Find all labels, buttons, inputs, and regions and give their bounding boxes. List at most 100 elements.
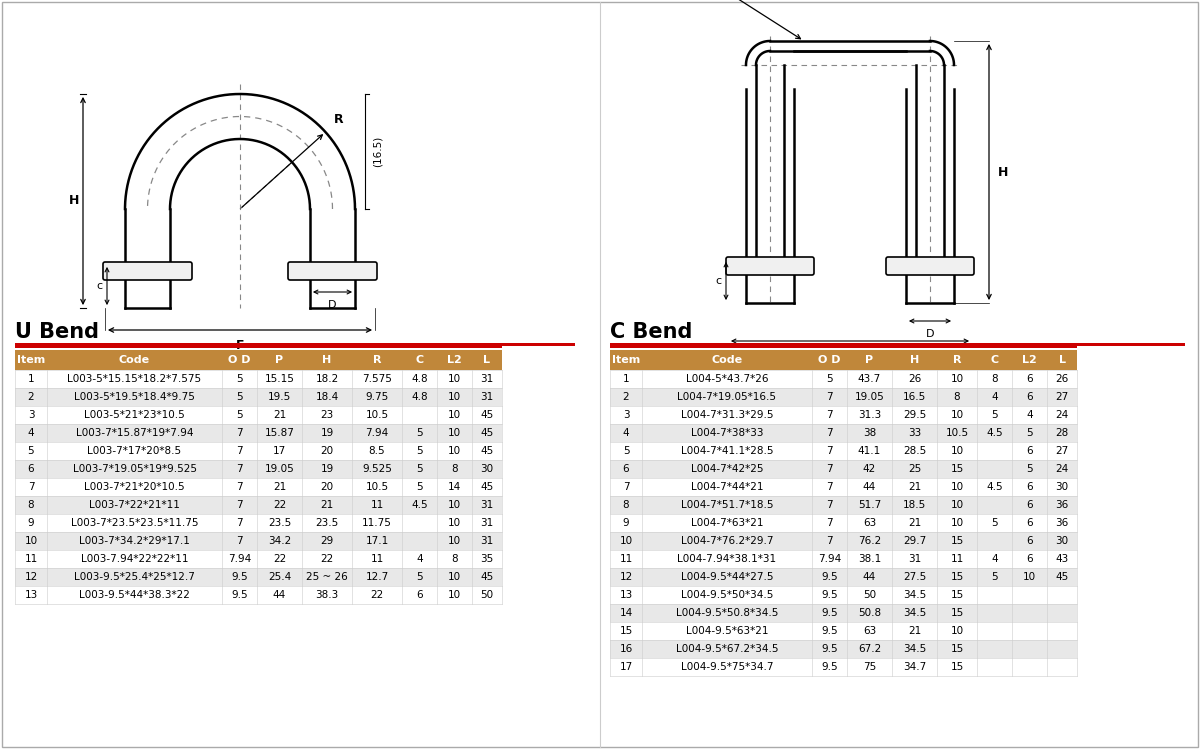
Bar	[47, 586, 222, 604]
Text: 7: 7	[826, 446, 833, 456]
Bar	[472, 424, 502, 442]
Bar	[847, 640, 892, 658]
Text: L003-9.5*44*38.3*22: L003-9.5*44*38.3*22	[79, 590, 190, 600]
Text: 4: 4	[991, 554, 998, 564]
Bar	[437, 550, 472, 568]
Text: 5: 5	[623, 446, 629, 456]
Bar	[352, 442, 402, 460]
Text: 15: 15	[950, 572, 964, 582]
Text: 8: 8	[28, 500, 35, 510]
Text: L: L	[1058, 355, 1066, 365]
Bar	[437, 388, 472, 406]
Bar	[812, 424, 847, 442]
Bar	[1046, 406, 1078, 424]
Bar	[302, 568, 352, 586]
Bar	[610, 550, 642, 568]
Text: L003-7*15.87*19*7.94: L003-7*15.87*19*7.94	[76, 428, 193, 438]
Text: 10: 10	[950, 410, 964, 420]
Text: 21: 21	[908, 482, 922, 492]
Text: 31.3: 31.3	[858, 410, 881, 420]
Text: 10: 10	[950, 446, 964, 456]
Bar	[257, 514, 302, 532]
Text: 7: 7	[826, 392, 833, 402]
Bar	[302, 350, 352, 370]
Text: 7.94: 7.94	[818, 554, 841, 564]
Text: 7.94: 7.94	[228, 554, 251, 564]
Bar	[977, 388, 1012, 406]
Text: 25.4: 25.4	[268, 572, 292, 582]
Text: 4.5: 4.5	[412, 500, 428, 510]
Bar	[610, 568, 642, 586]
Text: 6: 6	[1026, 446, 1033, 456]
Bar	[1012, 586, 1046, 604]
Bar	[437, 406, 472, 424]
Bar	[47, 350, 222, 370]
Text: 7: 7	[236, 518, 242, 528]
Bar	[302, 460, 352, 478]
Bar	[302, 514, 352, 532]
Bar	[937, 496, 977, 514]
Bar	[1046, 586, 1078, 604]
Bar	[302, 424, 352, 442]
Text: 7.575: 7.575	[362, 374, 392, 384]
Text: 9.75: 9.75	[365, 392, 389, 402]
Text: 15: 15	[619, 626, 632, 636]
Text: 28.5: 28.5	[902, 446, 926, 456]
Text: 24: 24	[1055, 410, 1069, 420]
Bar	[352, 514, 402, 532]
Text: (16.5): (16.5)	[373, 136, 383, 167]
Text: Item: Item	[612, 355, 640, 365]
Bar	[977, 350, 1012, 370]
Bar	[1012, 604, 1046, 622]
Bar	[352, 496, 402, 514]
Text: L004-7*31.3*29.5: L004-7*31.3*29.5	[680, 410, 773, 420]
Bar	[1046, 604, 1078, 622]
Text: 11.75: 11.75	[362, 518, 392, 528]
Text: 8: 8	[451, 554, 458, 564]
Text: c: c	[715, 276, 721, 286]
Bar	[437, 350, 472, 370]
Text: 13: 13	[619, 590, 632, 600]
Text: 7: 7	[826, 500, 833, 510]
Text: 42: 42	[863, 464, 876, 474]
Bar	[1012, 532, 1046, 550]
Bar	[257, 550, 302, 568]
Text: 18.4: 18.4	[316, 392, 338, 402]
Bar	[1046, 424, 1078, 442]
Bar	[352, 406, 402, 424]
Text: H: H	[910, 355, 919, 365]
Text: 23.5: 23.5	[316, 518, 338, 528]
Text: 18.2: 18.2	[316, 374, 338, 384]
Text: 20: 20	[320, 446, 334, 456]
Bar	[257, 388, 302, 406]
Bar	[47, 370, 222, 388]
Text: 8: 8	[991, 374, 998, 384]
Text: L004-9.5*63*21: L004-9.5*63*21	[685, 626, 768, 636]
Text: 10: 10	[950, 518, 964, 528]
Text: 8: 8	[623, 500, 629, 510]
Bar	[402, 532, 437, 550]
Bar	[892, 350, 937, 370]
Text: D: D	[329, 300, 337, 310]
Bar	[847, 532, 892, 550]
Bar	[937, 622, 977, 640]
Bar	[610, 604, 642, 622]
Bar	[257, 460, 302, 478]
Bar	[352, 460, 402, 478]
Bar	[257, 442, 302, 460]
Text: R: R	[334, 113, 343, 126]
Bar	[14, 345, 502, 348]
Bar	[642, 406, 812, 424]
Text: 34.2: 34.2	[268, 536, 292, 546]
Text: F: F	[235, 339, 245, 352]
Bar	[892, 424, 937, 442]
Bar	[892, 532, 937, 550]
Bar	[610, 343, 1186, 346]
Bar	[402, 424, 437, 442]
Bar	[402, 478, 437, 496]
Text: 25: 25	[908, 464, 922, 474]
Bar	[302, 586, 352, 604]
Text: 7: 7	[236, 500, 242, 510]
Bar	[472, 586, 502, 604]
Bar	[352, 424, 402, 442]
